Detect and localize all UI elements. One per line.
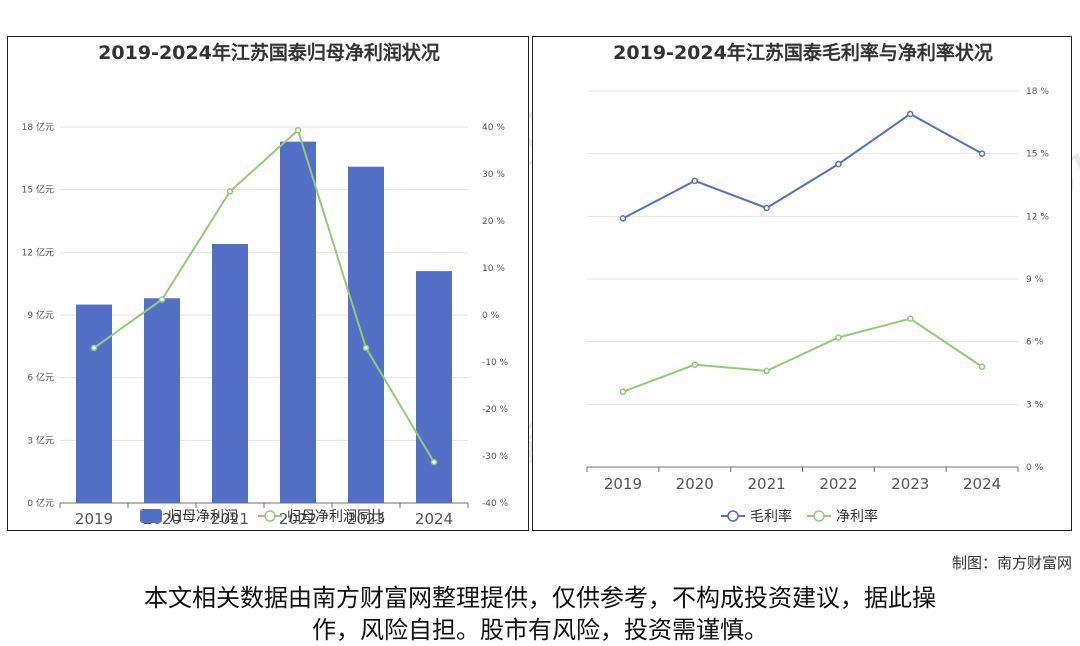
series-0-point-2023 xyxy=(907,110,914,118)
y-right-tick-label: 0 % xyxy=(482,311,500,321)
legend-swatch-bar xyxy=(140,509,162,523)
legend-label-line: 归母净利润同比 xyxy=(287,508,385,525)
series-0-point-2022 xyxy=(835,160,842,168)
series-1-point-2021 xyxy=(763,367,770,375)
x-tick-label: 2019 xyxy=(75,510,113,528)
series-1-point-2023 xyxy=(907,315,914,322)
chart-title: 2019-2024年江苏国泰归母净利润状况 xyxy=(98,41,440,64)
series-0-point-2019 xyxy=(619,215,627,222)
y-right-tick-label: 6 % xyxy=(1026,338,1044,348)
yoy-line xyxy=(93,128,435,463)
y-right-tick-label: -20 % xyxy=(482,405,509,415)
bar-2019 xyxy=(76,304,112,503)
chart-panel-margins: 2019-2024年江苏国泰毛利率与净利率状况 0 % 3 % 6 % 9 % 12 % 1… xyxy=(532,36,1072,531)
y-right-tick-label: -30 % xyxy=(482,452,509,462)
y-left-tick-label: 9 亿元 xyxy=(27,309,54,321)
margin-chart: 2019-2024年江苏国泰毛利率与净利率状况 0 % 3 % 6 % 9 % 12 % 1… xyxy=(586,41,1049,525)
bar-2021 xyxy=(212,243,248,503)
y-left-tick-label: 12 亿元 xyxy=(22,246,54,258)
legend-label-net: 净利率 xyxy=(836,508,878,525)
legend-label-gross: 毛利率 xyxy=(750,508,792,525)
chart-panel-net-profit: 2019-2024年江苏国泰归母净利润状况 0 亿元 3 亿元 6 亿元 9 亿元 12 … xyxy=(7,36,529,531)
y-right-tick-label: 15 % xyxy=(1026,150,1049,160)
x-tick-label: 2021 xyxy=(747,475,785,493)
legend-label-bar: 归母净利润 xyxy=(168,508,238,525)
yoy-point-2020 xyxy=(158,296,166,303)
y-left-tick-label: 0 亿元 xyxy=(27,497,54,509)
series-0-point-2021 xyxy=(763,204,770,212)
y-left-tick-label: 6 亿元 xyxy=(27,372,54,384)
x-tick-label: 2019 xyxy=(604,475,642,493)
series-0-point-2020 xyxy=(691,177,698,185)
series-1-point-2022 xyxy=(835,334,842,341)
y-right-tick-label: 9 % xyxy=(1026,275,1044,285)
legend-swatch-net-marker xyxy=(813,510,825,522)
series-1-point-2020 xyxy=(691,361,698,368)
y-right-tick-label: 20 % xyxy=(482,217,505,227)
net-profit-chart: 2019-2024年江苏国泰归母净利润状况 0 亿元 3 亿元 6 亿元 9 亿元 12 … xyxy=(22,41,509,528)
x-tick-label: 2024 xyxy=(963,475,1001,493)
y-right-tick-label: 3 % xyxy=(1026,400,1044,410)
y-left-tick-label: 18 亿元 xyxy=(22,121,54,133)
y-right-tick-label: 10 % xyxy=(482,264,505,274)
y-right-tick-label: 12 % xyxy=(1026,212,1049,222)
bar-2022 xyxy=(280,141,316,503)
legend-swatch-gross-marker xyxy=(727,510,739,522)
chart-title: 2019-2024年江苏国泰毛利率与净利率状况 xyxy=(613,41,993,64)
y-left-tick-label: 15 亿元 xyxy=(22,184,54,196)
y-right-tick-label: 0 % xyxy=(1026,463,1044,473)
y-left-tick-label: 3 亿元 xyxy=(27,434,54,446)
x-tick-label: 2021 xyxy=(211,510,249,528)
x-tick-label: 2023 xyxy=(347,510,385,528)
y-right-tick-label: -40 % xyxy=(482,499,509,509)
yoy-point-2023 xyxy=(362,344,370,352)
series-1-point-2024 xyxy=(978,363,986,370)
series-1-point-2019 xyxy=(619,388,627,396)
series-0-point-2024 xyxy=(978,150,986,157)
x-tick-label: 2022 xyxy=(819,475,857,493)
yoy-point-2022 xyxy=(294,127,302,134)
legend-swatch-line-marker xyxy=(264,510,276,522)
x-tick-label: 2020 xyxy=(676,475,714,493)
yoy-point-2019 xyxy=(90,344,98,352)
y-right-tick-label: 30 % xyxy=(482,170,505,180)
bar-2024 xyxy=(416,271,452,503)
chart-credit: 制图：南方财富网 xyxy=(951,554,1072,572)
disclaimer-line-2: 作，风险自担。股市有风险，投资需谨慎。 xyxy=(312,616,768,644)
y-right-tick-label: -10 % xyxy=(482,358,509,368)
yoy-point-2021 xyxy=(226,188,234,195)
y-right-tick-label: 40 % xyxy=(482,123,505,133)
series-line-0 xyxy=(622,112,983,220)
disclaimer-line-1: 本文相关数据由南方财富网整理提供，仅供参考，不构成投资建议，据此操 xyxy=(144,584,936,612)
x-tick-label: 2023 xyxy=(891,475,929,493)
x-tick-label: 2024 xyxy=(415,510,453,528)
x-tick-label: 2022 xyxy=(279,510,317,528)
bar-2023 xyxy=(348,166,384,503)
yoy-point-2024 xyxy=(430,458,438,466)
y-right-tick-label: 18 % xyxy=(1026,87,1049,97)
series-line-1 xyxy=(622,317,983,393)
bar-2020 xyxy=(144,298,180,503)
